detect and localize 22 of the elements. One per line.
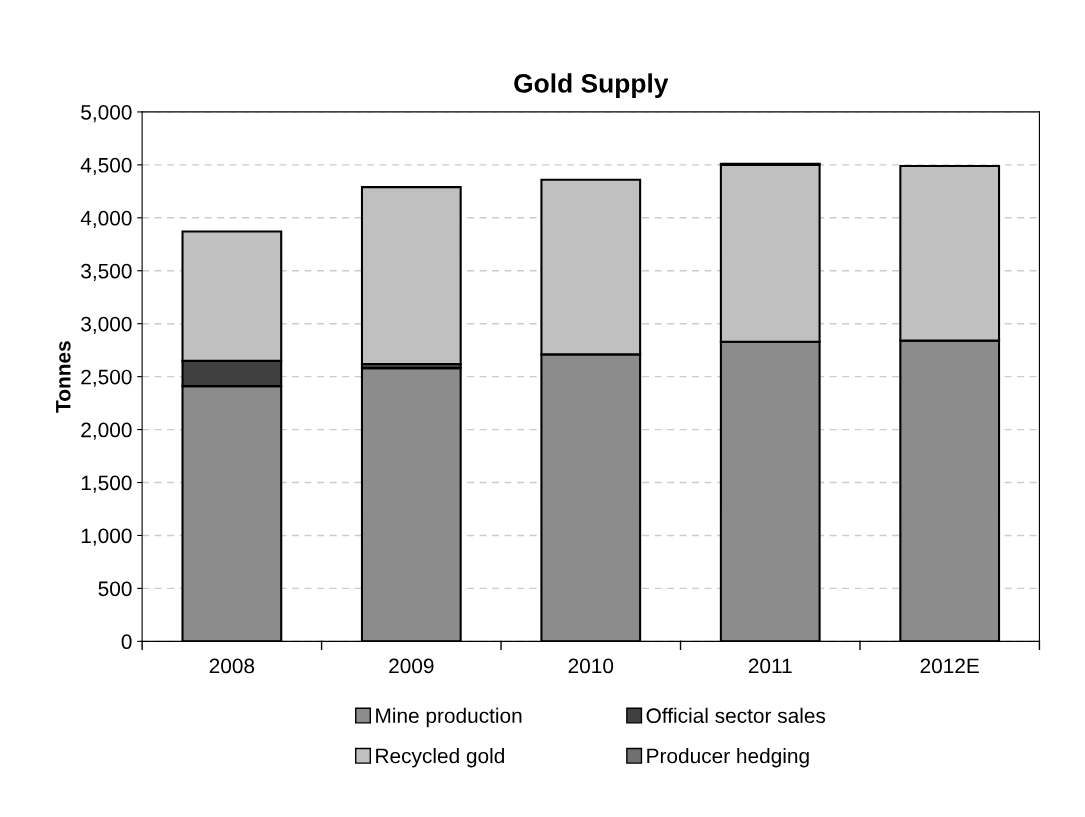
y-tick-label: 0 bbox=[121, 634, 132, 650]
legend-label: Recycled gold bbox=[376, 748, 504, 768]
legend-label: Mine production bbox=[376, 707, 522, 728]
y-tick-label: 3,500 bbox=[81, 263, 132, 281]
y-tick-label: 4,000 bbox=[80, 210, 132, 229]
y-tick-label: 1,000 bbox=[81, 528, 132, 546]
y-axis-title: Tonnes bbox=[56, 341, 71, 413]
legend-label: Producer hedging bbox=[647, 748, 809, 768]
x-tick-label: 2012E bbox=[920, 658, 979, 674]
legend-label: Official sector sales bbox=[646, 707, 826, 724]
x-tick-label: 2010 bbox=[568, 658, 614, 674]
x-tick-label: 2011 bbox=[748, 658, 792, 674]
x-tick-label: 2009 bbox=[389, 658, 434, 674]
y-tick-label: 4,500 bbox=[80, 157, 132, 176]
y-tick-label: 500 bbox=[98, 581, 132, 597]
y-tick-label: 1,500 bbox=[81, 475, 132, 493]
y-tick-label: 3,000 bbox=[81, 316, 132, 334]
x-tick-label: 2008 bbox=[209, 658, 255, 674]
y-tick-label: 5,000 bbox=[81, 104, 132, 123]
chart-title: Gold Supply bbox=[514, 73, 669, 98]
y-tick-label: 2,500 bbox=[81, 369, 132, 387]
y-tick-label: 2,000 bbox=[81, 422, 132, 440]
